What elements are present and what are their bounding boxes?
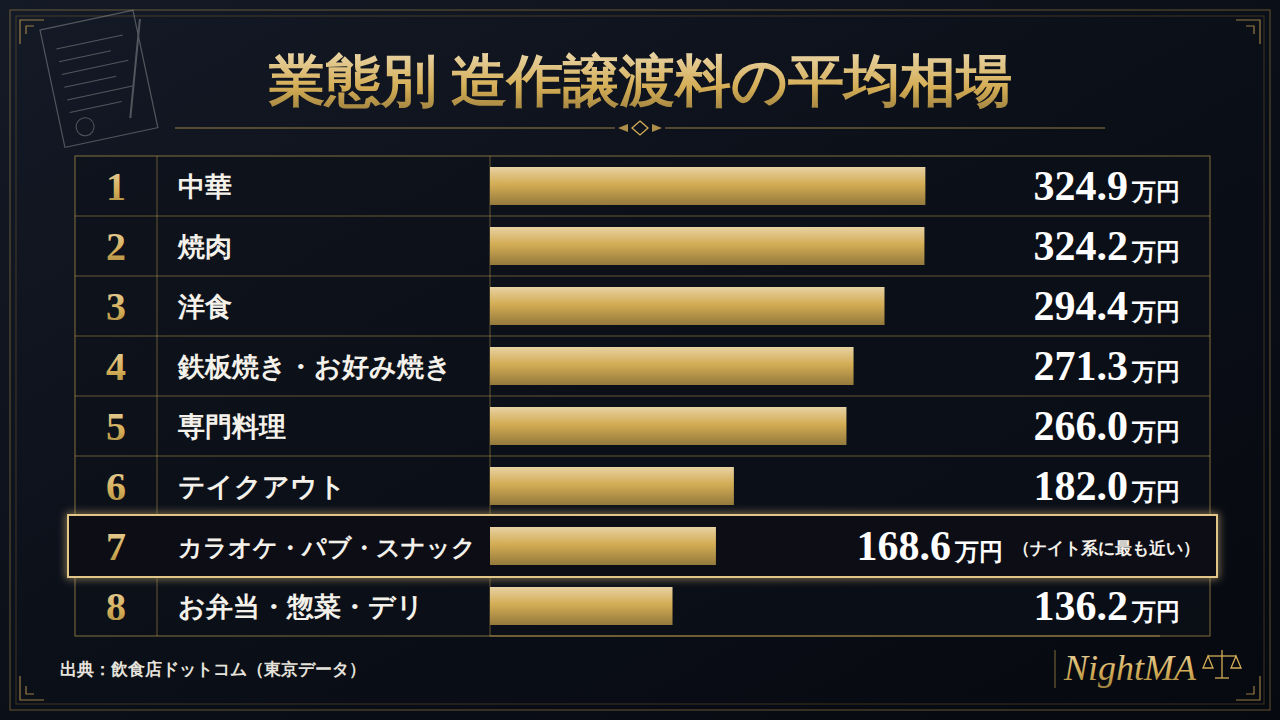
value-label: 168.6万円 (857, 523, 1004, 569)
value-number: 294.4 (1034, 283, 1129, 329)
value-unit: 万円 (1131, 599, 1180, 625)
rank-label: 1 (106, 164, 126, 209)
document-line (56, 35, 123, 49)
document-pen (111, 19, 160, 118)
value-number: 182.0 (1034, 463, 1129, 509)
document-icon (40, 9, 163, 147)
background (0, 0, 1280, 720)
bar (490, 527, 716, 565)
scales-part (1221, 650, 1222, 678)
bar (490, 167, 925, 205)
scales-part (1208, 655, 1236, 656)
value-unit: 万円 (1131, 239, 1180, 265)
brand-bracket (1055, 650, 1056, 688)
corner-ornament (1236, 20, 1260, 44)
value-unit: 万円 (954, 539, 1003, 565)
row-divider (75, 276, 1210, 277)
value-unit: 万円 (1131, 299, 1180, 325)
bar (490, 347, 854, 385)
bar (490, 407, 846, 445)
value-label: 136.2万円 (1034, 583, 1181, 629)
corner-ornament (1236, 676, 1260, 700)
value-number: 324.9 (1034, 163, 1129, 209)
scales-icon (1203, 650, 1241, 678)
bar (490, 467, 734, 505)
document-line (62, 60, 129, 74)
document-sheet (40, 10, 158, 147)
document-seal (74, 116, 95, 137)
outer-frame (10, 10, 1270, 710)
value-unit: 万円 (1131, 419, 1180, 445)
value-number: 324.2 (1034, 223, 1129, 269)
category-label: カラオケ・パブ・スナック (178, 534, 476, 561)
value-unit: 万円 (1131, 479, 1180, 505)
value-label: 294.4万円 (1034, 283, 1181, 329)
row-divider (75, 336, 1210, 337)
highlight-row (68, 515, 1217, 577)
document-line (67, 86, 134, 100)
rank-label: 6 (106, 464, 126, 509)
value-label: 324.2万円 (1034, 223, 1181, 269)
value-label: 324.9万円 (1034, 163, 1181, 209)
source-note: 出典：飲食店ドットコム（東京データ） (60, 660, 366, 679)
rank-label: 8 (106, 584, 126, 629)
value-axis (490, 636, 1160, 637)
title-ornament (632, 121, 648, 135)
value-label: 266.0万円 (1034, 403, 1181, 449)
bar (490, 227, 924, 265)
title-rule (665, 128, 1105, 129)
chart-title: 業態別 造作譲渡料の平均相場 (268, 50, 1012, 112)
annotation: （ナイト系に最も近い） (1013, 539, 1200, 558)
title-ornament (618, 124, 662, 132)
category-label: 専門料理 (177, 412, 286, 442)
value-number: 271.3 (1034, 343, 1129, 389)
document-line (59, 51, 111, 62)
row-divider (75, 216, 1210, 217)
category-label: 鉄板焼き・お好み焼き (177, 352, 452, 382)
inner-frame (16, 16, 1264, 704)
value-label: 182.0万円 (1034, 463, 1181, 509)
category-label: 焼肉 (177, 232, 232, 262)
document-line (64, 76, 116, 87)
title-rule (175, 128, 615, 129)
category-label: 中華 (178, 172, 232, 202)
value-label: 271.3万円 (1034, 343, 1181, 389)
value-number: 266.0 (1034, 403, 1129, 449)
value-number: 168.6 (857, 523, 952, 569)
category-label: お弁当・惣菜・デリ (178, 592, 424, 622)
rank-label: 7 (106, 524, 126, 569)
scales-part (1203, 656, 1241, 668)
document-line (70, 102, 122, 113)
bar (490, 587, 673, 625)
row-divider (75, 396, 1210, 397)
corner-ornament (20, 676, 44, 700)
rank-label: 5 (106, 404, 126, 449)
bar (490, 287, 884, 325)
brand-logo: NightMA (1063, 648, 1197, 688)
rank-label: 4 (106, 344, 126, 389)
rank-label: 2 (106, 224, 126, 269)
value-unit: 万円 (1131, 359, 1180, 385)
rank-label: 3 (106, 284, 126, 329)
category-label: 洋食 (177, 292, 232, 322)
row-divider (75, 456, 1210, 457)
value-unit: 万円 (1131, 179, 1180, 205)
scales-part (1215, 677, 1229, 678)
value-number: 136.2 (1034, 583, 1129, 629)
category-label: テイクアウト (178, 472, 346, 502)
chart-canvas: 業態別 造作譲渡料の平均相場1中華324.9万円2焼肉324.2万円3洋食294… (0, 0, 1280, 720)
